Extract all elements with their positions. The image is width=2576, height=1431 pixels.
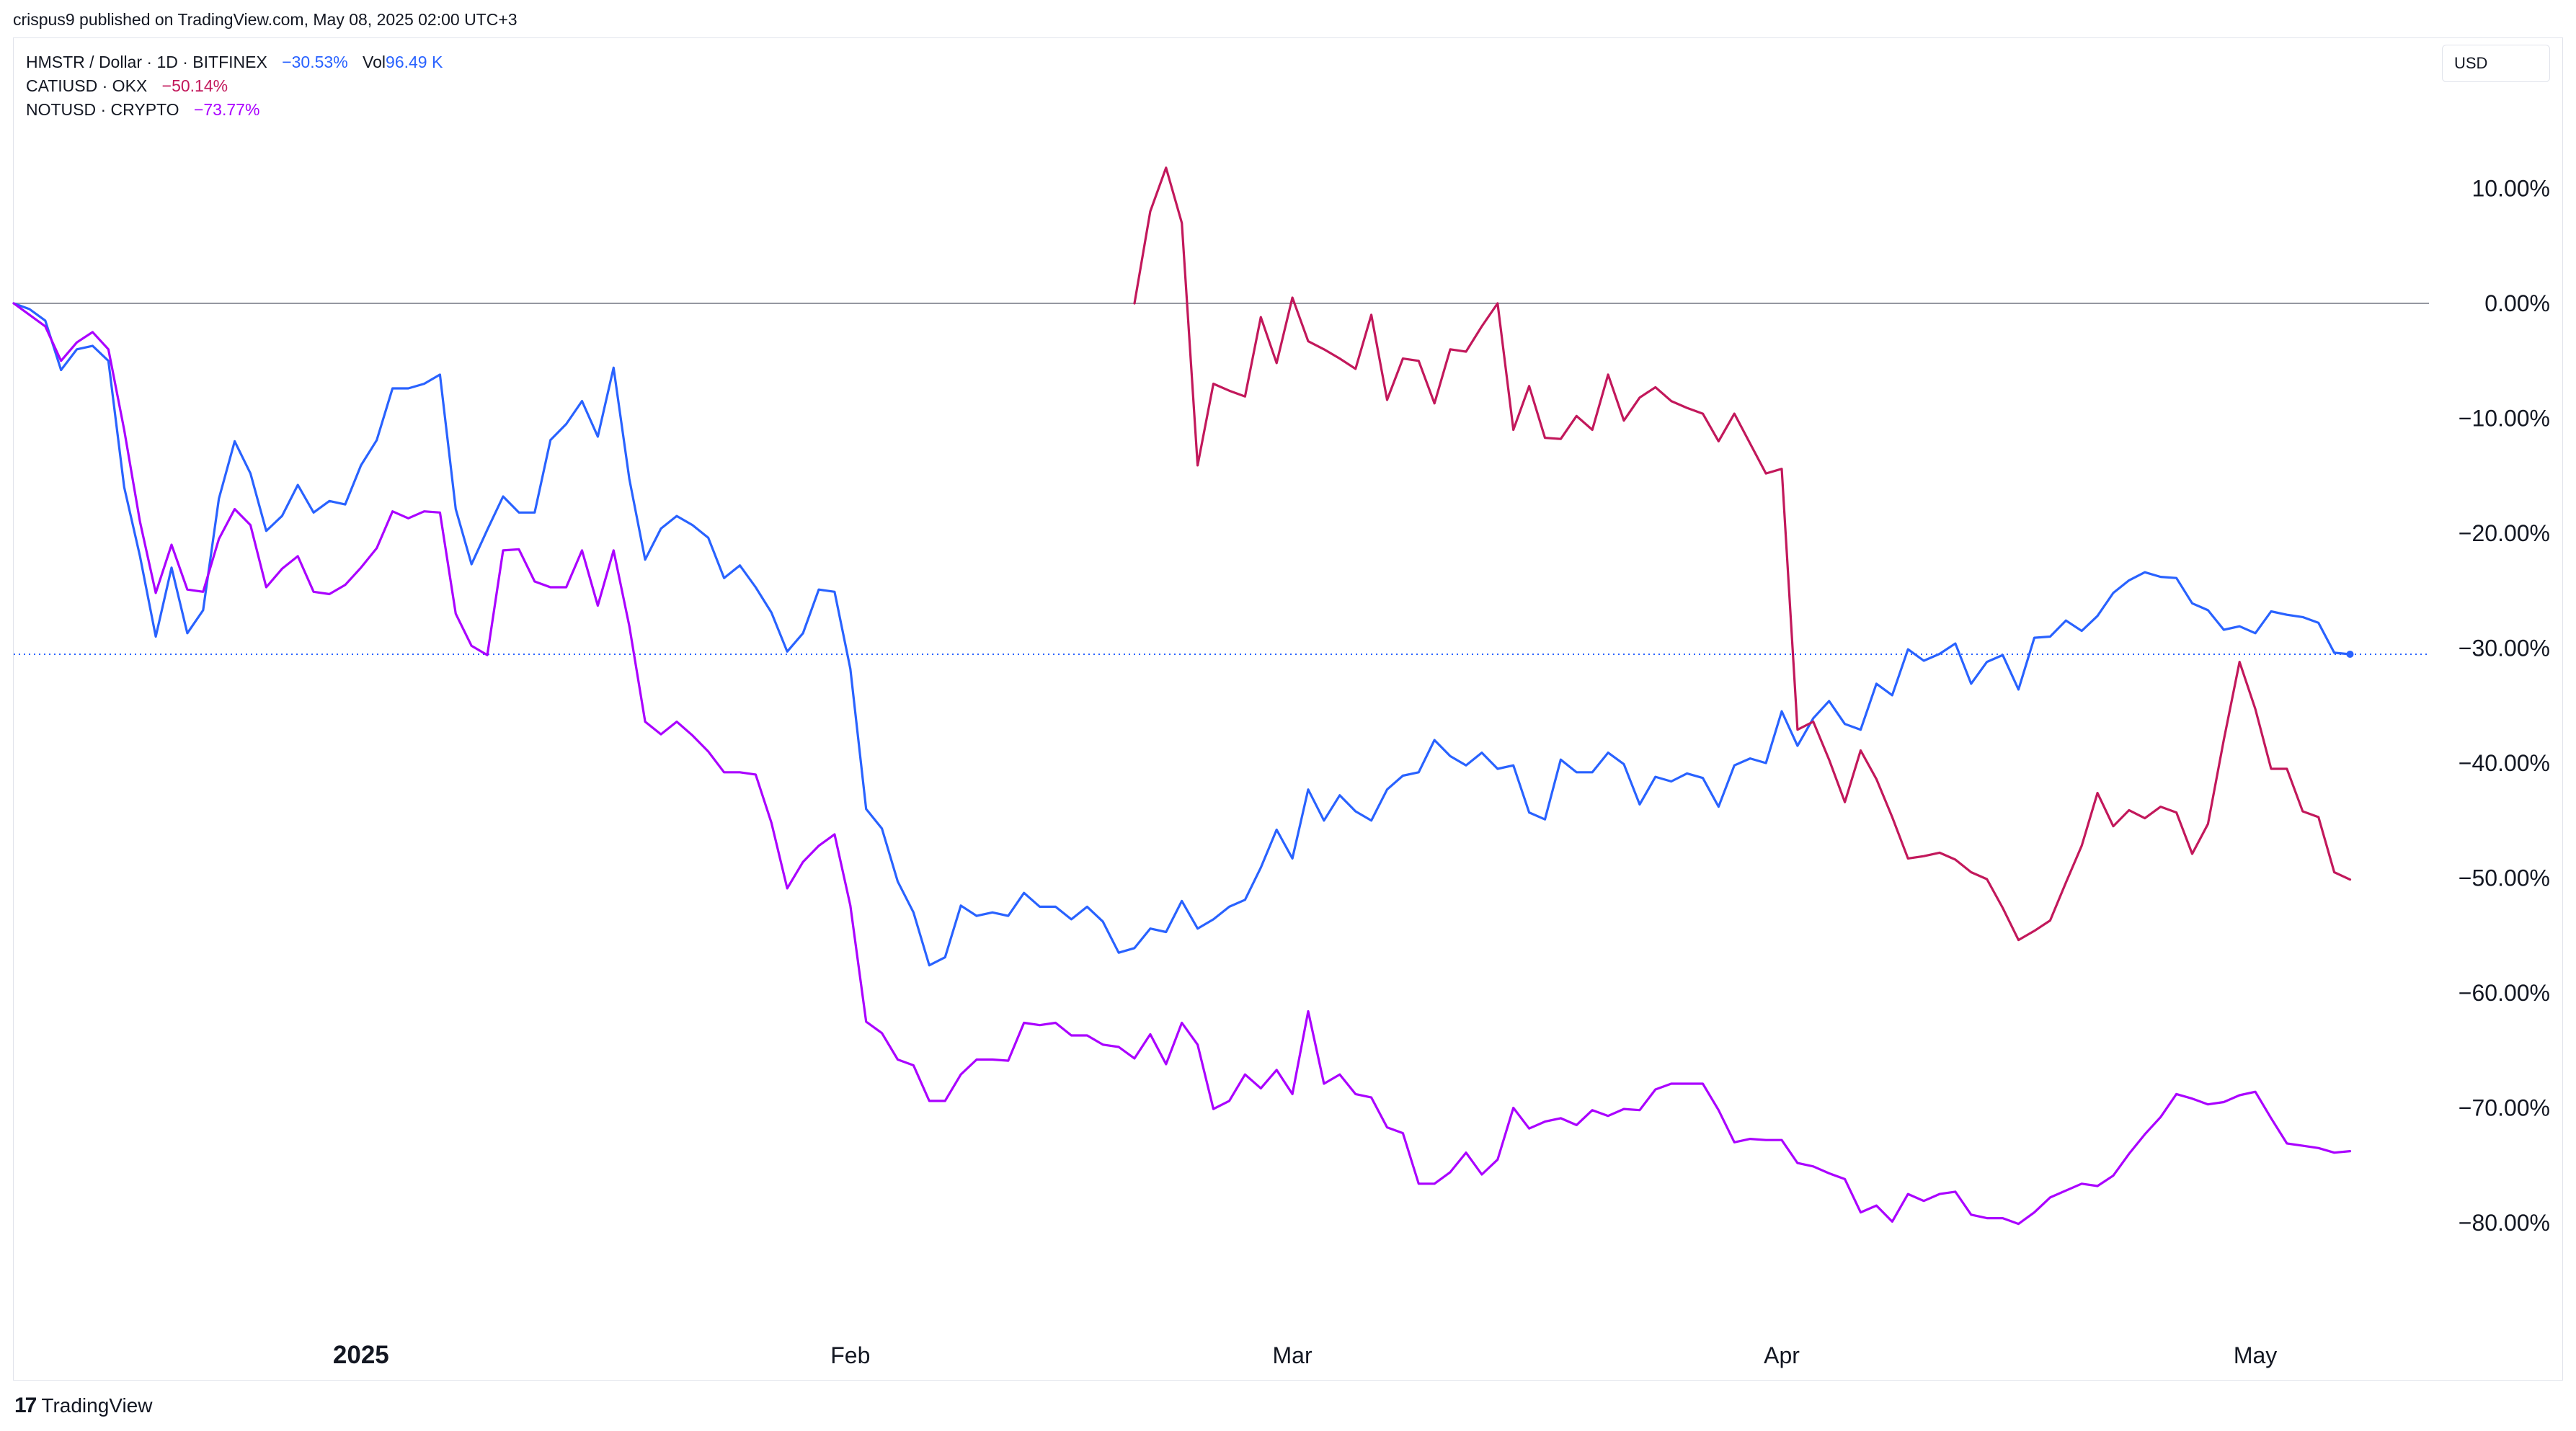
series-end-dot: [2346, 650, 2354, 658]
series-line-2[interactable]: [12, 302, 2352, 1226]
x-tick-label: May: [2234, 1342, 2277, 1368]
x-tick-label: 2025: [333, 1341, 389, 1369]
legend-row-cati[interactable]: CATIUSD · OKX −50.14%: [26, 74, 443, 98]
x-tick-label: Feb: [830, 1342, 870, 1368]
y-tick-label: −60.00%: [2459, 980, 2550, 1006]
chart-frame: [13, 37, 2563, 1381]
chart-legend: HMSTR / Dollar · 1D · BITFINEX −30.53% V…: [26, 50, 443, 122]
x-tick-label: Mar: [1273, 1342, 1313, 1368]
legend-vol-label: Vol: [363, 53, 386, 71]
legend-vol-value: 96.49 K: [386, 53, 443, 71]
legend-row-hmstr[interactable]: HMSTR / Dollar · 1D · BITFINEX −30.53% V…: [26, 50, 443, 74]
series-line-0[interactable]: [12, 302, 2352, 967]
legend-value-cati: −50.14%: [161, 76, 228, 95]
x-tick-label: Apr: [1764, 1342, 1800, 1368]
legend-label-not: NOTUSD · CRYPTO: [26, 100, 179, 119]
tradingview-logo[interactable]: 17 TradingView: [14, 1394, 152, 1418]
tradingview-logo-icon: 17: [14, 1394, 37, 1417]
y-tick-label: −10.00%: [2459, 406, 2550, 432]
y-tick-label: 0.00%: [2484, 290, 2550, 316]
tradingview-logo-text: TradingView: [41, 1394, 153, 1417]
y-tick-label: −80.00%: [2459, 1210, 2550, 1236]
legend-value-not: −73.77%: [193, 100, 260, 119]
y-tick-label: −40.00%: [2459, 750, 2550, 776]
legend-value-hmstr: −30.53%: [282, 53, 348, 71]
y-tick-label: −70.00%: [2459, 1095, 2550, 1121]
publish-attribution: crispus9 published on TradingView.com, M…: [13, 10, 518, 29]
y-tick-label: 10.00%: [2471, 176, 2550, 202]
y-tick-label: −30.00%: [2459, 636, 2550, 661]
currency-button[interactable]: USD: [2442, 45, 2550, 82]
legend-label-hmstr: HMSTR / Dollar · 1D · BITFINEX: [26, 53, 267, 71]
y-tick-label: −20.00%: [2459, 520, 2550, 546]
y-tick-label: −50.00%: [2459, 865, 2550, 891]
legend-row-not[interactable]: NOTUSD · CRYPTO −73.77%: [26, 98, 443, 122]
series-line-1[interactable]: [1133, 166, 2352, 942]
legend-label-cati: CATIUSD · OKX: [26, 76, 148, 95]
